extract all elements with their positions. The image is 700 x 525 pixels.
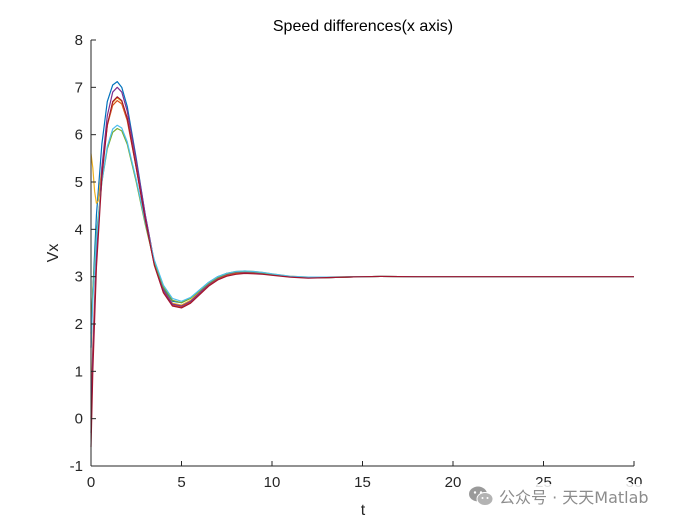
- y-tick-label: 8: [75, 32, 83, 49]
- y-tick-label: 5: [75, 174, 83, 191]
- plot-area: [90, 81, 634, 448]
- x-axis: 0 5 10 15 20 25 30: [87, 461, 642, 491]
- y-tick-label: 4: [75, 221, 83, 238]
- y-tick-label: 1: [75, 363, 83, 380]
- x-tick-label: 10: [264, 474, 281, 491]
- series-line-7: [90, 96, 634, 448]
- watermark-text: 公众号 · 天天Matlab: [499, 488, 649, 507]
- y-tick-label: 3: [75, 269, 83, 286]
- x-axis-title: t: [361, 502, 366, 519]
- y-tick-label: 7: [75, 79, 83, 96]
- y-tick-label: -1: [70, 458, 83, 475]
- x-tick-label: 15: [354, 474, 371, 491]
- x-tick-label: 20: [445, 474, 462, 491]
- x-tick-label: 5: [177, 474, 185, 491]
- y-axis: -1 0 1 2 3 4 5 6 7 8: [70, 32, 96, 475]
- chart-title: Speed differences(x axis): [273, 18, 453, 35]
- y-tick-label: 0: [75, 411, 83, 428]
- watermark: 公众号 · 天天Matlab: [466, 484, 651, 508]
- x-tick-label: 0: [87, 474, 95, 491]
- y-axis-title: Vx: [45, 244, 62, 263]
- y-tick-label: 2: [75, 316, 83, 333]
- y-tick-label: 6: [75, 127, 83, 144]
- wechat-icon: [469, 486, 494, 506]
